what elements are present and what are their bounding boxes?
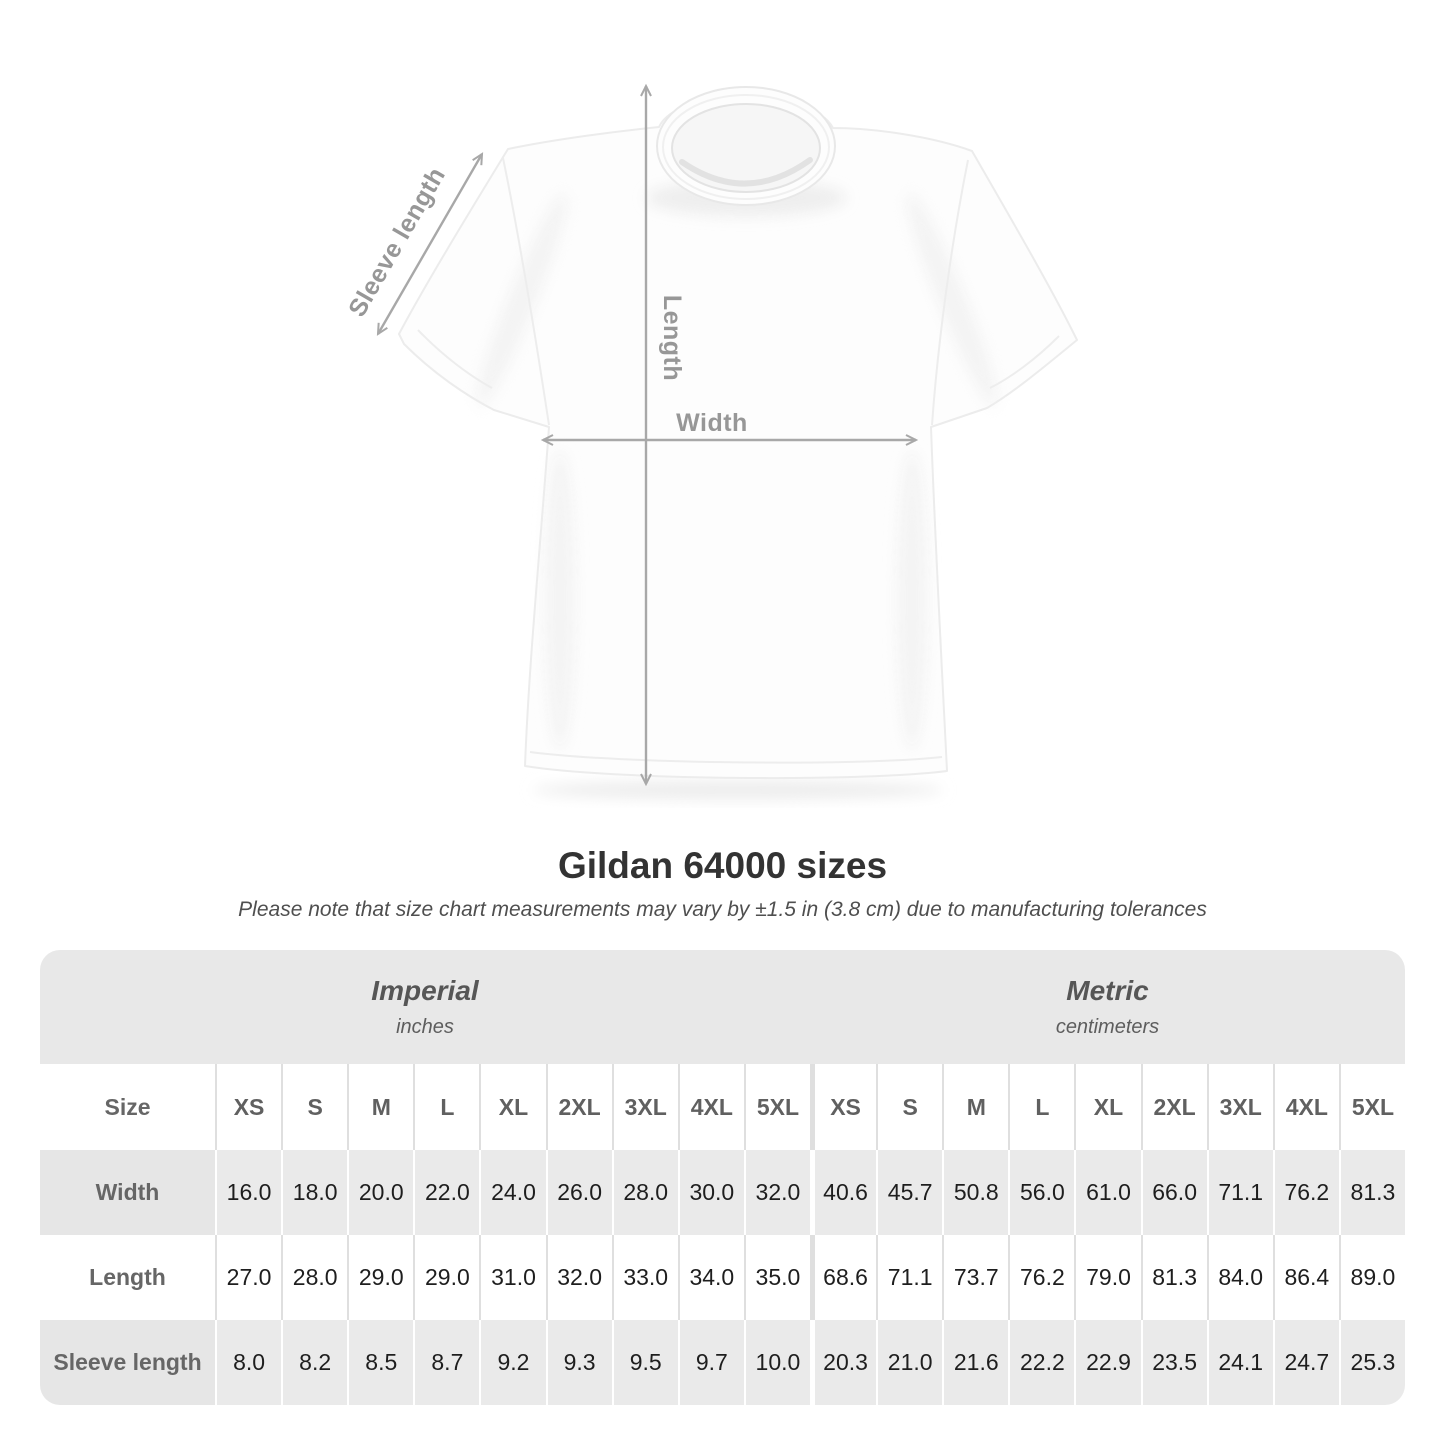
length-value: 29.0: [413, 1235, 480, 1320]
length-value: 35.0: [743, 1235, 810, 1320]
width-value: 32.0: [743, 1150, 810, 1235]
width-value: 76.2: [1272, 1150, 1339, 1235]
size-header: 4XL: [677, 1064, 744, 1150]
sleeve-value: 8.2: [281, 1320, 348, 1405]
size-header: 3XL: [611, 1064, 678, 1150]
sleeve-value: 20.3: [810, 1320, 877, 1405]
width-value: 61.0: [1074, 1150, 1141, 1235]
width-value: 22.0: [413, 1150, 480, 1235]
width-value: 66.0: [1140, 1150, 1207, 1235]
width-label: Width: [676, 409, 748, 437]
size-header: 2XL: [1140, 1064, 1207, 1150]
size-header: 2XL: [545, 1064, 612, 1150]
width-value: 18.0: [281, 1150, 348, 1235]
length-value: 31.0: [479, 1235, 546, 1320]
size-header: M: [347, 1064, 414, 1150]
tshirt-measurement-diagram: Sleeve length Length Width: [343, 83, 1078, 799]
width-value: 30.0: [677, 1150, 744, 1235]
size-header: 4XL: [1272, 1064, 1339, 1150]
sleeve-value: 23.5: [1140, 1320, 1207, 1405]
tolerance-note: Please note that size chart measurements…: [238, 898, 1207, 921]
sleeve-value: 9.2: [479, 1320, 546, 1405]
width-value: 20.0: [347, 1150, 414, 1235]
size-header: 3XL: [1206, 1064, 1273, 1150]
length-value: 29.0: [347, 1235, 414, 1320]
width-value: 81.3: [1338, 1150, 1405, 1235]
length-value: 34.0: [677, 1235, 744, 1320]
size-header: M: [942, 1064, 1009, 1150]
size-header: 5XL: [1338, 1064, 1405, 1150]
metric-title: Metric: [1066, 975, 1149, 1006]
width-value: 16.0: [215, 1150, 282, 1235]
size-header: S: [876, 1064, 943, 1150]
size-header: XS: [810, 1064, 877, 1150]
metric-header-group: Metric centimeters: [810, 950, 1405, 1064]
sleeve-value: 8.5: [347, 1320, 414, 1405]
imperial-header-group: Imperial inches: [40, 950, 810, 1064]
width-value: 26.0: [545, 1150, 612, 1235]
row-label-sleeve-length: Sleeve length: [40, 1320, 215, 1405]
width-value: 40.6: [810, 1150, 877, 1235]
length-value: 32.0: [545, 1235, 612, 1320]
size-header: 5XL: [743, 1064, 810, 1150]
length-value: 79.0: [1074, 1235, 1141, 1320]
length-value: 28.0: [281, 1235, 348, 1320]
sleeve-value: 24.1: [1206, 1320, 1273, 1405]
width-value: 50.8: [942, 1150, 1009, 1235]
length-value: 84.0: [1206, 1235, 1273, 1320]
collar: [656, 86, 836, 206]
length-label: Length: [658, 295, 686, 381]
imperial-unit: inches: [396, 1016, 454, 1038]
row-label-width: Width: [40, 1150, 215, 1235]
length-value: 89.0: [1338, 1235, 1405, 1320]
width-value: 45.7: [876, 1150, 943, 1235]
measurement-arrows: [376, 83, 919, 787]
length-value: 27.0: [215, 1235, 282, 1320]
length-value: 68.6: [810, 1235, 877, 1320]
sleeve-value: 9.7: [677, 1320, 744, 1405]
size-header: XL: [479, 1064, 546, 1150]
width-value: 56.0: [1008, 1150, 1075, 1235]
sleeve-value: 8.0: [215, 1320, 282, 1405]
length-value: 81.3: [1140, 1235, 1207, 1320]
length-value: 73.7: [942, 1235, 1009, 1320]
sleeve-value: 21.0: [876, 1320, 943, 1405]
page-title: Gildan 64000 sizes: [557, 845, 888, 886]
metric-unit: centimeters: [1055, 1016, 1160, 1038]
sleeve-value: 8.7: [413, 1320, 480, 1405]
width-value: 24.0: [479, 1150, 546, 1235]
width-value: 71.1: [1206, 1150, 1273, 1235]
sleeve-value: 22.9: [1074, 1320, 1141, 1405]
length-value: 76.2: [1008, 1235, 1075, 1320]
size-table: Imperial inches Metric centimeters Size …: [40, 950, 1405, 1405]
size-header: XS: [215, 1064, 282, 1150]
sleeve-length-arrow: [376, 152, 484, 336]
sleeve-value: 21.6: [942, 1320, 1009, 1405]
width-value: 28.0: [611, 1150, 678, 1235]
length-value: 33.0: [611, 1235, 678, 1320]
size-column-header: Size: [40, 1064, 215, 1150]
size-header: XL: [1074, 1064, 1141, 1150]
size-header: L: [413, 1064, 480, 1150]
sleeve-value: 22.2: [1008, 1320, 1075, 1405]
length-value: 71.1: [876, 1235, 943, 1320]
size-header: L: [1008, 1064, 1075, 1150]
sleeve-value: 25.3: [1338, 1320, 1405, 1405]
sleeve-value: 24.7: [1272, 1320, 1339, 1405]
imperial-title: Imperial: [371, 975, 479, 1006]
row-label-length: Length: [40, 1235, 215, 1320]
seam-lines: [417, 157, 1060, 764]
size-header: S: [281, 1064, 348, 1150]
sleeve-value: 10.0: [743, 1320, 810, 1405]
hem-shadow: [533, 781, 943, 799]
sleeve-value: 9.5: [611, 1320, 678, 1405]
length-value: 86.4: [1272, 1235, 1339, 1320]
sleeve-value: 9.3: [545, 1320, 612, 1405]
